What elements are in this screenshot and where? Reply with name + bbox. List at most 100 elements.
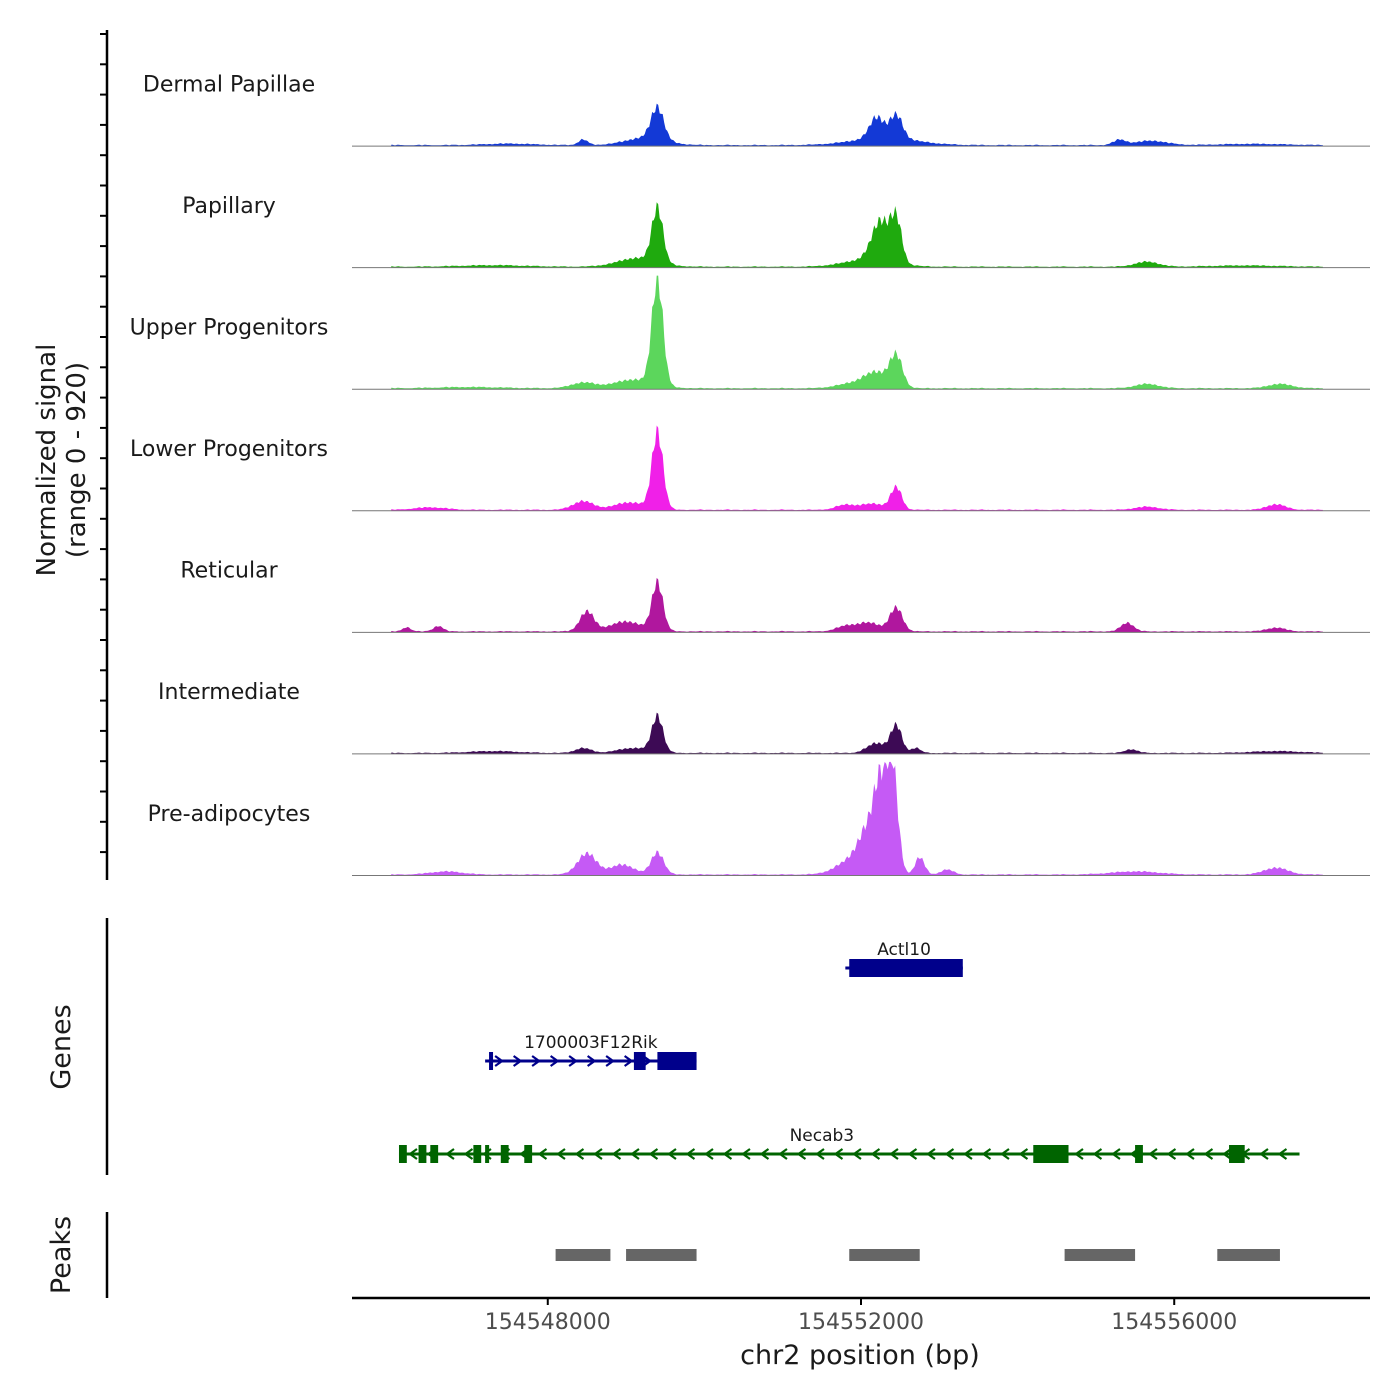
strand-chevron [531, 1055, 542, 1067]
track-label: Dermal Papillae [143, 72, 315, 97]
track-label: Reticular [180, 559, 278, 584]
strand-chevron [759, 1148, 770, 1160]
track-intermediate: Intermediate [158, 680, 1370, 755]
peak-region [1064, 1249, 1136, 1261]
gene-1700003f12rik: 1700003F12Rik [485, 1033, 697, 1070]
gene-exon [418, 1145, 427, 1163]
track-reticular: Reticular [180, 559, 1370, 633]
track-upper-progenitors: Upper Progenitors [130, 275, 1370, 390]
signal-area [391, 103, 1323, 147]
gene-exon [657, 1052, 697, 1070]
gene-exon [524, 1145, 533, 1163]
track-pre-adipocytes: Pre-adipocytes [148, 761, 1370, 876]
strand-chevron [568, 1055, 579, 1067]
strand-chevron [1185, 1148, 1195, 1160]
peak-region [1217, 1249, 1280, 1261]
gene-name-label: Necab3 [790, 1126, 855, 1146]
gene-actl10: Actl10 [845, 940, 963, 977]
track-papillary: Papillary [182, 194, 1370, 269]
strand-chevron [1222, 1148, 1232, 1160]
strand-chevron [648, 1148, 659, 1160]
gene-exon [500, 1145, 509, 1163]
x-tick-label: 154556000 [1111, 1310, 1237, 1335]
strand-chevron [574, 1148, 585, 1160]
strand-chevron [778, 1148, 788, 1160]
gene-necab3: Necab3 [398, 1126, 1300, 1163]
strand-chevron [1277, 1148, 1288, 1160]
strand-chevron [408, 1148, 418, 1160]
genes-panel-label: Genes [46, 1004, 77, 1089]
signal-area [391, 577, 1323, 633]
gene-exon [430, 1145, 439, 1163]
strand-chevron [1074, 1148, 1084, 1160]
strand-chevron [1000, 1148, 1010, 1160]
strand-chevron [944, 1148, 955, 1160]
gene-name-label: Actl10 [877, 940, 931, 960]
strand-chevron [537, 1148, 548, 1160]
gene-exon [489, 1052, 494, 1070]
strand-chevron [667, 1148, 677, 1160]
strand-chevron [926, 1148, 936, 1160]
strand-chevron [605, 1055, 616, 1067]
strand-chevron [1111, 1148, 1121, 1160]
gene-name-label: 1700003F12Rik [524, 1033, 658, 1053]
gene-exon [398, 1145, 407, 1163]
gene-exon [1229, 1145, 1245, 1163]
gene-exon [849, 959, 963, 977]
track-lower-progenitors: Lower Progenitors [130, 425, 1370, 512]
strand-chevron [1203, 1148, 1214, 1160]
track-label: Upper Progenitors [130, 316, 329, 341]
coverage-y-ticks [100, 33, 107, 854]
gene-exon [633, 1052, 646, 1070]
strand-chevron [512, 1055, 523, 1067]
y-axis-label: Normalized signal [32, 344, 62, 577]
x-tick-label: 154548000 [485, 1310, 611, 1335]
strand-chevron [549, 1055, 560, 1067]
signal-area [391, 761, 1323, 876]
track-label: Lower Progenitors [130, 437, 328, 462]
gene-exon [473, 1145, 482, 1163]
track-label: Intermediate [158, 680, 300, 705]
strand-chevron [463, 1148, 474, 1160]
strand-chevron [586, 1055, 597, 1067]
strand-chevron [981, 1148, 992, 1160]
strand-chevron [556, 1148, 566, 1160]
x-tick-label: 154552000 [798, 1310, 924, 1335]
gene-exon [485, 1145, 490, 1163]
strand-chevron [1018, 1148, 1029, 1160]
strand-chevron [630, 1148, 640, 1160]
strand-chevron [1092, 1148, 1103, 1160]
signal-area [391, 202, 1323, 268]
strand-chevron [494, 1055, 505, 1067]
strand-chevron [1148, 1148, 1158, 1160]
peak-regions [555, 1249, 1280, 1261]
x-axis-ticks: 154548000 154552000 154556000 [485, 1298, 1237, 1335]
strand-chevron [796, 1148, 807, 1160]
signal-area [391, 712, 1323, 754]
peak-region [626, 1249, 697, 1261]
track-label: Papillary [182, 194, 276, 219]
strand-chevron [833, 1148, 844, 1160]
strand-chevron [907, 1148, 918, 1160]
peak-region [849, 1249, 920, 1261]
strand-chevron [870, 1148, 881, 1160]
strand-chevron [741, 1148, 751, 1160]
signal-area [391, 275, 1323, 390]
y-axis-range-label: (range 0 - 920) [62, 362, 92, 558]
track-dermal-papillae: Dermal Papillae [143, 72, 1370, 147]
strand-chevron [889, 1148, 899, 1160]
strand-chevron [1166, 1148, 1177, 1160]
signal-area [391, 425, 1323, 511]
strand-chevron [852, 1148, 862, 1160]
track-label: Pre-adipocytes [148, 802, 311, 827]
gene-exon [1033, 1145, 1069, 1163]
gene-exon [1135, 1145, 1143, 1163]
y-axis-title: Normalized signal (range 0 - 920) [32, 344, 92, 577]
peak-region [555, 1249, 611, 1261]
strand-chevron [685, 1148, 696, 1160]
strand-chevron [704, 1148, 714, 1160]
gene-annotations: Actl10 1700003F12Rik Necab3 [398, 940, 1300, 1163]
strand-chevron [722, 1148, 733, 1160]
peaks-panel-label: Peaks [46, 1216, 77, 1294]
